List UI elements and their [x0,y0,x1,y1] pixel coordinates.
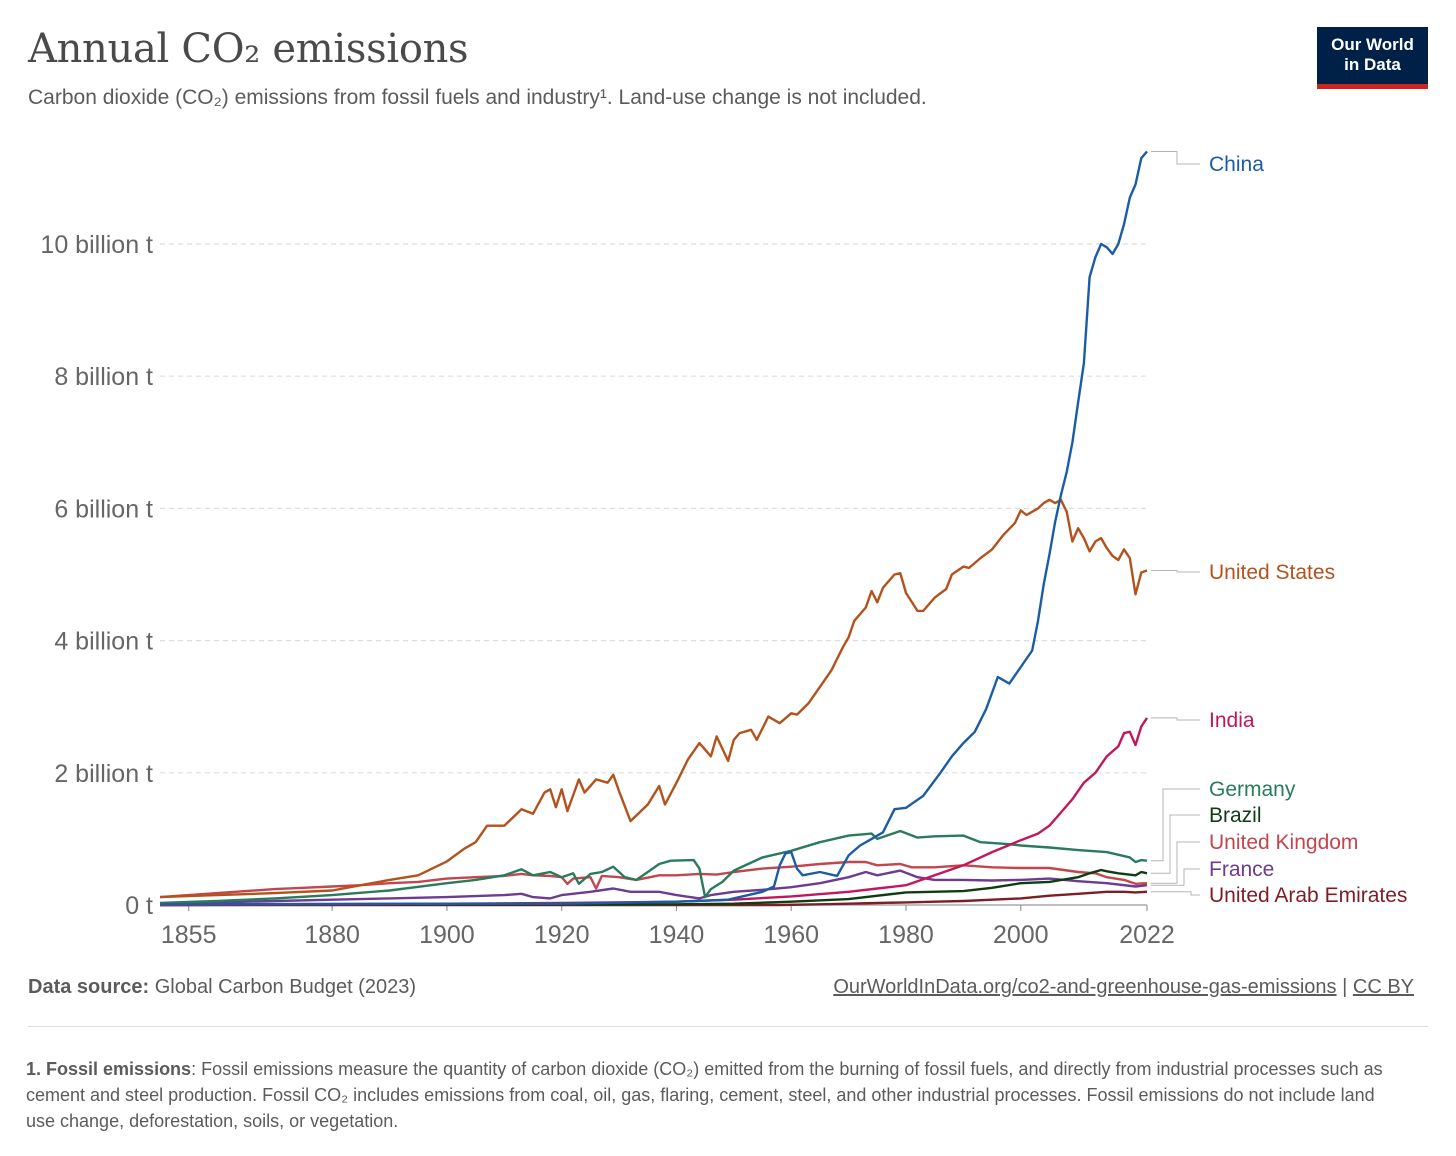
label-connector [1151,717,1200,721]
series-label-united-arab-emirates[interactable]: United Arab Emirates [1209,884,1407,907]
series-line-india[interactable] [159,717,1149,907]
series-label-france[interactable]: France [1209,858,1274,881]
y-tick-label: 0 t [125,892,153,920]
data-source: Data source: Global Carbon Budget (2023) [28,976,416,999]
x-axis: 1855 1880 1900 1920 1940 1960 1980 2000 2022 [160,904,1175,949]
y-tick-label: 2 billion t [54,760,153,788]
line-chart: 0 t 2 billion t 4 billion t 6 billion t 8 bi… [40,150,1407,949]
x-tick-label: 1960 [763,921,819,949]
label-connector [1151,151,1200,165]
series-line-united-kingdom[interactable] [159,860,1148,899]
x-tick-label: 1855 [161,921,217,949]
footnote-text: : Fossil emissions measure the quantity … [26,1059,1383,1131]
series-label-germany[interactable]: Germany [1209,778,1296,801]
label-connector [1151,570,1200,573]
label-connector [1151,868,1200,886]
owid-link[interactable]: OurWorldInData.org/co2-and-greenhouse-ga… [833,976,1337,998]
series-lines [159,150,1149,907]
x-tick-label: 2022 [1119,921,1175,949]
label-connector [1151,841,1200,884]
link-separator: | [1342,976,1348,998]
data-source-label: Data source: [28,976,150,998]
x-tick-label: 1920 [534,921,590,949]
y-tick-label: 8 billion t [54,363,153,391]
y-tick-label: 6 billion t [54,495,153,523]
y-tick-label: 10 billion t [40,231,153,259]
series-line-china[interactable] [159,150,1148,906]
series-line-brazil[interactable] [159,868,1148,907]
series-line-united-states[interactable] [159,498,1148,899]
y-tick-label: 4 billion t [54,628,153,656]
x-tick-label: 1980 [878,921,934,949]
x-tick-label: 1940 [649,921,705,949]
footer-divider [28,1026,1428,1027]
series-label-brazil[interactable]: Brazil [1209,804,1262,827]
chart-title: Annual CO₂ emissions [28,26,469,72]
x-tick-label: 1880 [304,921,360,949]
y-axis-ticks: 0 t 2 billion t 4 billion t 6 billion t 8 bi… [40,231,153,920]
chart-subtitle: Carbon dioxide (CO₂) emissions from foss… [28,86,927,109]
label-connector [1151,788,1200,862]
source-link-area: OurWorldInData.org/co2-and-greenhouse-ga… [833,976,1414,999]
label-connector [1151,814,1200,874]
label-connector [1151,891,1200,896]
data-source-text: Global Carbon Budget (2023) [154,976,416,998]
series-label-india[interactable]: India [1209,709,1255,732]
owid-logo[interactable]: Our World in Data [1317,27,1428,89]
logo-line-1: Our World [1331,35,1414,54]
footnote-title: 1. Fossil emissions [26,1059,192,1079]
grid-lines [160,243,1147,774]
logo-line-2: in Data [1344,55,1401,74]
footnote: 1. Fossil emissions: Fossil emissions me… [26,1056,1386,1134]
series-line-united-arab-emirates[interactable] [160,890,1148,907]
series-label-united-states[interactable]: United States [1209,561,1335,584]
series-label-united-kingdom[interactable]: United Kingdom [1209,831,1358,854]
series-labels: China United States India Germany Brazil Unit… [1151,151,1407,907]
series-line-france[interactable] [159,869,1148,905]
x-tick-label: 1900 [419,921,475,949]
x-tick-label: 2000 [993,921,1049,949]
license-link[interactable]: CC BY [1352,976,1414,998]
series-label-china[interactable]: China [1209,153,1264,176]
